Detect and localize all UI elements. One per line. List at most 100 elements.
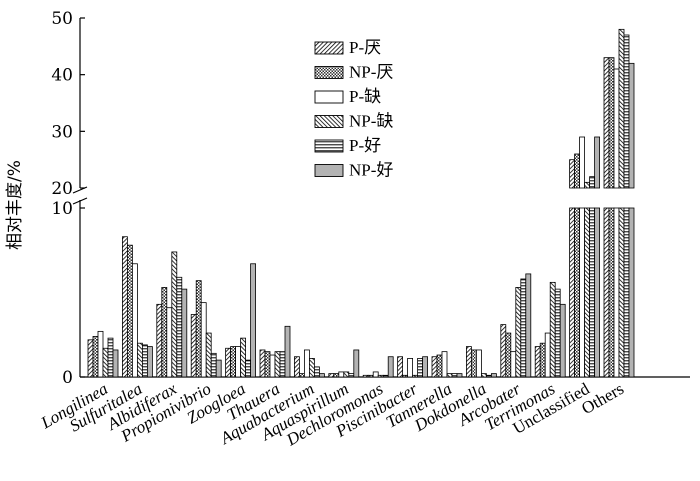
bar — [303, 349, 310, 378]
bar — [372, 371, 379, 378]
bar — [338, 371, 345, 378]
bar — [156, 303, 163, 378]
bar — [618, 28, 625, 189]
bar — [362, 374, 369, 378]
bar-lower-segment — [608, 207, 615, 378]
bar — [485, 374, 492, 378]
bar — [210, 352, 217, 378]
bar — [205, 332, 212, 378]
bar — [353, 349, 360, 378]
bar — [402, 374, 409, 378]
legend-label: NP-厌 — [349, 63, 393, 82]
x-tick-labels: LongilineaSulfuritaleaAlbidiferaxPropion… — [37, 379, 627, 450]
legend-swatch — [314, 164, 344, 177]
bar — [431, 356, 438, 378]
legend-swatch — [314, 66, 344, 79]
bar — [279, 351, 286, 378]
bar — [293, 356, 300, 378]
legend-swatch — [314, 41, 344, 55]
bar — [544, 332, 551, 378]
legend-label: NP-好 — [349, 161, 393, 180]
bar-lower-segment — [574, 207, 580, 378]
bar — [584, 181, 590, 189]
bar — [412, 374, 419, 378]
legend-label: P-缺 — [349, 87, 381, 106]
bar — [92, 336, 99, 378]
bar — [613, 68, 620, 189]
bar — [608, 57, 615, 189]
bar — [554, 288, 561, 378]
bar — [313, 366, 320, 378]
bar — [274, 351, 281, 378]
bar — [141, 344, 148, 378]
y-tick-label: 10 — [51, 199, 73, 219]
bar — [520, 278, 527, 378]
bar — [539, 342, 546, 378]
bar — [465, 346, 472, 378]
legend-swatch — [314, 139, 344, 153]
bar — [441, 351, 448, 378]
bar — [500, 324, 507, 378]
bar — [569, 159, 575, 189]
bar — [456, 373, 463, 378]
bar — [181, 288, 188, 378]
bar — [107, 337, 114, 378]
y-tick-label: 0 — [62, 368, 73, 388]
legend-label: P-厌 — [349, 38, 381, 57]
bars-group — [87, 28, 635, 378]
bar — [318, 373, 325, 378]
bar — [171, 251, 178, 378]
bar-lower-segment — [584, 207, 590, 378]
bar — [505, 332, 512, 378]
bar-lower-segment — [569, 207, 575, 378]
bar — [343, 371, 350, 378]
bar — [594, 136, 600, 189]
bar — [245, 359, 252, 378]
bar — [387, 356, 394, 378]
bar — [475, 349, 482, 378]
bar-lower-segment — [579, 207, 585, 378]
bar — [397, 356, 404, 378]
bar — [235, 346, 242, 378]
bar — [136, 342, 143, 378]
bar — [225, 347, 232, 378]
bar — [407, 358, 414, 378]
bar — [490, 373, 497, 378]
legend-swatch — [314, 115, 344, 128]
bar — [525, 273, 532, 378]
bar — [230, 346, 237, 378]
bar — [166, 307, 173, 378]
bar — [628, 62, 635, 189]
bar — [102, 347, 109, 378]
bar — [215, 359, 222, 378]
y-tick-label: 50 — [51, 9, 73, 29]
bar-lower-segment — [613, 207, 620, 378]
bar — [176, 276, 183, 378]
bar — [200, 302, 207, 378]
bar — [367, 374, 374, 378]
bar — [308, 358, 315, 378]
bar — [382, 374, 389, 378]
bar — [190, 314, 197, 378]
bar — [574, 153, 580, 189]
bar — [579, 136, 585, 189]
bar — [264, 351, 271, 378]
bar-lower-segment — [589, 207, 595, 378]
bar — [269, 354, 276, 378]
bar — [161, 287, 168, 378]
bar — [146, 346, 153, 378]
legend-label: P-好 — [349, 136, 381, 155]
bar — [515, 287, 522, 378]
bar — [122, 236, 128, 378]
legend-swatch — [314, 90, 344, 104]
bar — [377, 374, 384, 378]
bar — [589, 176, 595, 189]
y-tick-label: 20 — [51, 179, 73, 199]
y-tick-label: 40 — [51, 66, 73, 86]
bar — [284, 325, 291, 378]
legend: P-厌 NP-厌 P-缺 NP-缺 P-好 NP-好 — [314, 38, 393, 180]
bar — [131, 263, 138, 378]
bar-lower-segment — [603, 207, 610, 378]
